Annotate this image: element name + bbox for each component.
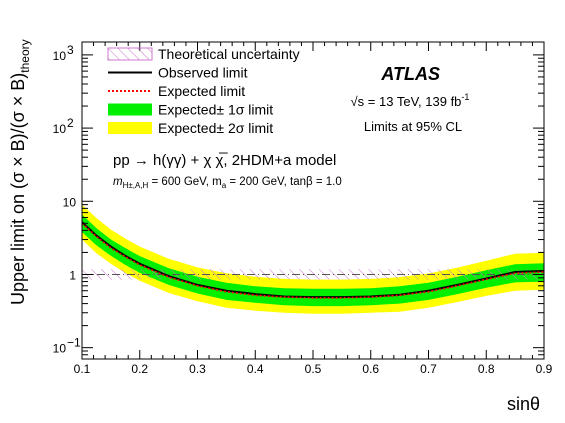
x-tick-label: 0.3 bbox=[189, 362, 206, 376]
x-tick-label: 0.9 bbox=[536, 362, 553, 376]
legend-label: Theoretical uncertainty bbox=[158, 46, 300, 62]
legend-swatch-1sigma bbox=[108, 103, 152, 116]
x-tick-label: 0.4 bbox=[247, 362, 264, 376]
y-tick-label: 10 bbox=[63, 195, 77, 209]
expected-line bbox=[82, 222, 544, 299]
experiment-label: ATLAS bbox=[380, 64, 440, 84]
y-tick-exponent: 2 bbox=[67, 116, 74, 130]
band-1sigma bbox=[82, 214, 544, 307]
x-axis-title: sinθ bbox=[507, 394, 540, 414]
legend: Theoretical uncertainty Observed limit Exp… bbox=[107, 46, 300, 136]
x-tick-label: 0.5 bbox=[305, 362, 322, 376]
y-tick-exponent: −1 bbox=[67, 336, 81, 350]
lines-layer bbox=[82, 221, 544, 299]
x-tick-label: 0.8 bbox=[478, 362, 495, 376]
y-axis-title: Upper limit on (σ × B)/(σ × B)theory bbox=[8, 39, 32, 305]
params-label: mH±,A,H = 600 GeV, ma = 200 GeV, tanβ = … bbox=[113, 176, 342, 190]
energy-label: √s = 13 TeV, 139 fb-1 bbox=[351, 92, 470, 109]
legend-label: Observed limit bbox=[158, 65, 248, 81]
x-tick-label: 0.2 bbox=[131, 362, 148, 376]
y-tick-label: 1 bbox=[69, 268, 76, 282]
cl-label: Limits at 95% CL bbox=[364, 119, 462, 134]
x-tick-label: 0.1 bbox=[74, 362, 91, 376]
model-label: pp → h(γγ) + χ χ̅, 2HDM+a model bbox=[113, 152, 336, 169]
ticks-layer bbox=[81, 42, 545, 360]
theory-layer bbox=[82, 269, 544, 280]
legend-label: Expected limit bbox=[158, 83, 245, 99]
legend-swatch-theory bbox=[107, 47, 153, 61]
y-tick-exponent: 3 bbox=[67, 43, 74, 57]
y-tick-label: 10 bbox=[53, 122, 67, 136]
y-tick-label: 10 bbox=[53, 342, 67, 356]
legend-label: Expected± 2σ limit bbox=[158, 120, 273, 136]
legend-swatch-2sigma bbox=[108, 122, 152, 134]
x-tick-label: 0.7 bbox=[420, 362, 437, 376]
legend-label: Expected± 1σ limit bbox=[158, 102, 273, 118]
x-tick-label: 0.6 bbox=[362, 362, 379, 376]
y-tick-label: 10 bbox=[53, 49, 67, 63]
